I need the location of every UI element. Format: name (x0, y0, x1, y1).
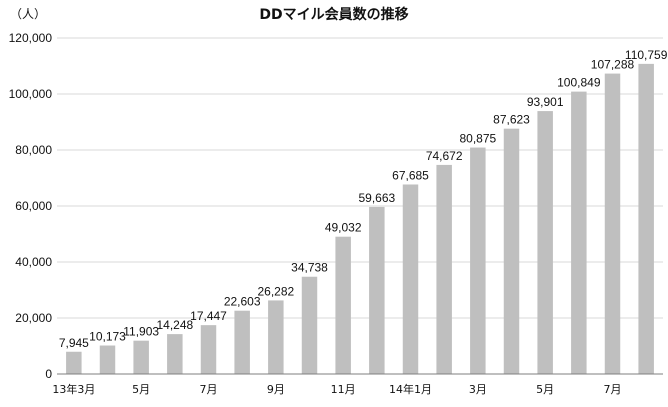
data-label: 7,945 (59, 336, 89, 350)
x-tick-label: 11月 (331, 383, 356, 396)
bars (66, 63, 654, 374)
x-tick-label: 5月 (132, 383, 150, 396)
x-tick-label: 5月 (536, 383, 554, 396)
bar (234, 310, 250, 374)
chart-title: DDマイル会員数の推移 (259, 6, 408, 23)
data-label: 14,248 (156, 318, 193, 332)
bar (571, 91, 587, 374)
x-axis-ticks: 13年3月 5月 7月 9月 11月 14年1月 3月 5月 7月 (52, 382, 621, 396)
x-tick-label: 7月 (604, 383, 622, 396)
x-tick-label: 7月 (200, 383, 218, 396)
x-tick-label: 9月 (267, 383, 285, 396)
data-label: 87,623 (493, 113, 530, 127)
bar (167, 334, 183, 374)
bar (436, 164, 452, 374)
y-tick-label: 20,000 (15, 311, 52, 325)
bar (99, 345, 116, 374)
bar (402, 184, 419, 374)
data-label: 59,663 (358, 191, 395, 205)
data-label: 22,603 (224, 295, 261, 309)
data-labels: 7,945 10,17311,90314,24817,44722,60326,28… (59, 48, 668, 350)
gridlines (57, 37, 663, 319)
x-tick-label: 3月 (469, 383, 487, 396)
bar (200, 325, 217, 374)
data-label: 11,903 (123, 325, 159, 339)
bar (503, 128, 520, 374)
bar (638, 63, 654, 374)
data-label: 17,447 (190, 309, 227, 323)
bar (66, 351, 82, 374)
y-tick-label: 0 (45, 367, 52, 381)
data-label: 74,672 (426, 149, 463, 163)
x-tick-label: 13年3月 (52, 382, 95, 396)
y-tick-label: 100,000 (9, 87, 53, 101)
data-label: 100,849 (557, 76, 601, 90)
y-axis-unit-label: （人） (10, 7, 46, 21)
data-label: 93,901 (527, 95, 564, 109)
y-axis-ticks: 0 20,000 40,000 60,000 80,000 100,000 120,000 (9, 31, 53, 381)
data-label: 26,282 (257, 284, 294, 298)
y-tick-label: 80,000 (15, 143, 52, 157)
bar (335, 236, 351, 374)
data-label: 67,685 (392, 168, 429, 182)
bar (268, 300, 284, 374)
y-tick-label: 120,000 (9, 31, 53, 45)
y-tick-label: 60,000 (15, 199, 52, 213)
bar (133, 340, 149, 374)
data-label: 34,738 (291, 261, 328, 275)
x-tick-label: 14年1月 (389, 382, 432, 396)
data-label: 110,759 (625, 48, 668, 62)
bar (537, 111, 553, 374)
bar (470, 147, 486, 374)
data-label: 49,032 (325, 221, 362, 235)
y-tick-label: 40,000 (15, 255, 52, 269)
bar (369, 206, 385, 374)
data-label: 107,288 (591, 58, 635, 72)
bar (604, 73, 621, 374)
bar (301, 276, 318, 374)
data-label: 10,173 (89, 330, 126, 344)
data-label: 80,875 (459, 132, 496, 146)
